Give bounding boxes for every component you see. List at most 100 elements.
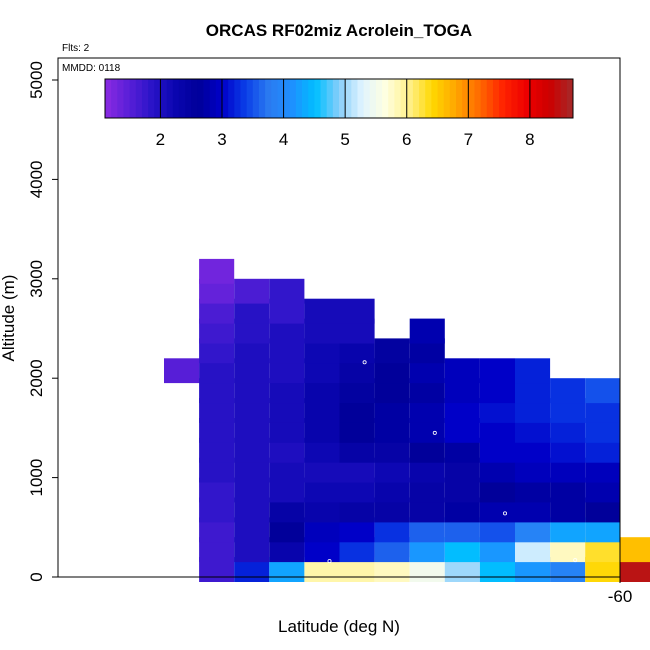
colorbar-swatch (388, 79, 395, 118)
colorbar-swatch (166, 79, 174, 118)
colorbar-swatch (191, 79, 198, 118)
colorbar-swatch (154, 79, 161, 118)
colorbar-swatch (536, 79, 543, 118)
colorbar-swatch (277, 79, 284, 118)
heatmap-cell (479, 358, 515, 384)
colorbar-swatch (499, 79, 506, 118)
date-note: MMDD: 0118 (62, 63, 121, 74)
x-axis-label: Latitude (deg N) (278, 617, 400, 636)
heatmap-cell (164, 358, 200, 384)
colorbar-swatch (129, 79, 137, 118)
y-tick-label: 5000 (27, 61, 46, 99)
colorbar-swatch (246, 79, 254, 118)
colorbar-swatch (566, 79, 574, 118)
colorbar-swatch (369, 79, 377, 118)
colorbar-swatch (141, 79, 149, 118)
flight-track-point (397, 273, 402, 278)
heatmap-cell (234, 278, 270, 304)
colorbar-swatch (240, 79, 248, 118)
colorbar-swatch (339, 79, 346, 118)
colorbar-swatch (511, 79, 518, 118)
colorbar-swatch (123, 79, 131, 118)
colorbar-swatch (215, 79, 223, 118)
colorbar-swatch (517, 79, 525, 118)
colorbar-swatch (400, 79, 408, 118)
flight-track-point (502, 511, 507, 516)
colorbar-tick-label: 2 (156, 130, 165, 149)
colorbar-swatch (302, 79, 309, 118)
colorbar-swatch (203, 79, 211, 118)
colorbar-swatch (351, 79, 358, 118)
flights-note: Flts: 2 (62, 43, 90, 54)
heatmap-cell (550, 378, 586, 404)
colorbar-swatch (326, 79, 334, 118)
colorbar-swatch (265, 79, 272, 118)
colorbar-swatch (117, 79, 124, 118)
colorbar-swatch (308, 79, 315, 118)
colorbar: 2 3 4 5 6 7 8 (104, 78, 574, 149)
heatmap-cell (444, 358, 480, 384)
colorbar-swatch (456, 79, 463, 118)
y-axis: 0 1000 2000 3000 4000 5000 (27, 61, 58, 582)
colorbar-tick-label: 3 (217, 130, 226, 149)
colorbar-swatch (357, 79, 365, 118)
colorbar-swatch (332, 79, 340, 118)
y-tick-label: 2000 (27, 359, 46, 397)
colorbar-swatch (425, 79, 432, 118)
colorbar-swatch (289, 79, 297, 118)
heatmap-cell (269, 278, 305, 304)
colorbar-swatch (172, 79, 180, 118)
colorbar-tick-label: 5 (340, 130, 349, 149)
colorbar-swatch (394, 79, 401, 118)
colorbar-swatch (523, 79, 531, 118)
heatmap-cell (374, 338, 410, 364)
y-tick-label: 0 (27, 572, 46, 581)
colorbar-tick-label: 7 (464, 130, 473, 149)
y-tick-label: 3000 (27, 260, 46, 298)
colorbar-swatch (222, 79, 229, 118)
colorbar-swatch (548, 79, 555, 118)
chart-title: ORCAS RF02miz Acrolein_TOGA (206, 21, 472, 40)
plot-frame (57, 57, 621, 578)
colorbar-frame (104, 78, 574, 119)
colorbar-swatch (160, 79, 167, 118)
colorbar-swatch (542, 79, 549, 118)
colorbar-swatch (443, 79, 451, 118)
colorbar-swatch (437, 79, 445, 118)
flight-track-point (362, 360, 367, 365)
heatmap-cell (199, 258, 235, 284)
colorbar-swatch (258, 79, 266, 118)
colorbar-swatch (197, 79, 204, 118)
colorbar-swatch (345, 79, 352, 118)
colorbar-swatch (462, 79, 469, 118)
y-axis-label: Altitude (m) (0, 275, 18, 362)
colorbar-swatch (178, 79, 186, 118)
colorbar-swatch (271, 79, 278, 118)
colorbar-swatch (406, 79, 414, 118)
x-axis: -60 (608, 577, 633, 606)
colorbar-swatch (228, 79, 235, 118)
colorbar-tick-label: 4 (279, 130, 288, 149)
colorbar-swatch (375, 79, 383, 118)
colorbar-swatch (529, 79, 537, 118)
colorbar-swatch (234, 79, 241, 118)
colorbar-swatch (486, 79, 494, 118)
colorbar-swatch (560, 79, 568, 118)
x-tick-label: -60 (608, 587, 633, 606)
y-tick-label: 1000 (27, 459, 46, 497)
colorbar-swatch (505, 79, 512, 118)
colorbar-swatch (492, 79, 500, 118)
heatmap-cell (409, 318, 445, 344)
flight-track-point (432, 430, 437, 435)
heatmap-cell (585, 378, 621, 404)
flight-track-point (573, 558, 578, 563)
colorbar-swatch (431, 79, 438, 118)
colorbar-swatch (363, 79, 371, 118)
colorbar-swatch (480, 79, 488, 118)
heatmap-cell (515, 358, 551, 384)
colorbar-tick-label: 6 (402, 130, 411, 149)
colorbar-swatch (468, 79, 475, 118)
heatmap-cell (620, 537, 650, 563)
flight-track-point (327, 559, 332, 564)
